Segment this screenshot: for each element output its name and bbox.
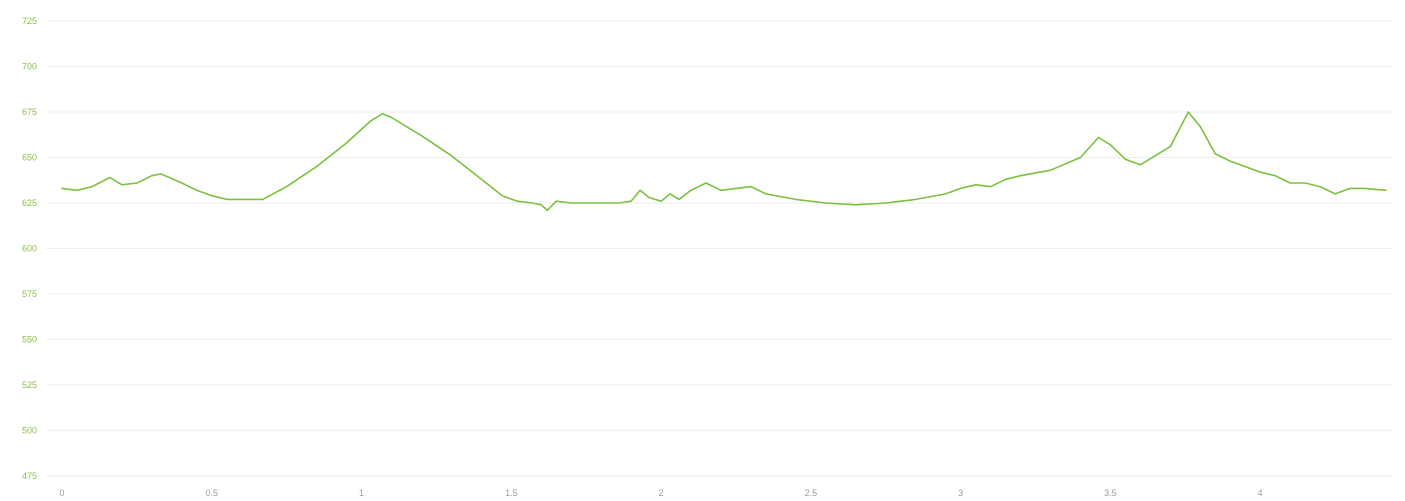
x-tick-label: 3.5 bbox=[1104, 488, 1117, 498]
x-axis-ticks: 0 0.5 1 1.5 2 2.5 3 3.5 4 bbox=[59, 488, 1262, 498]
y-tick-label: 525 bbox=[22, 380, 37, 390]
y-tick-label: 575 bbox=[22, 289, 37, 299]
y-tick-label: 625 bbox=[22, 198, 37, 208]
y-tick-label: 650 bbox=[22, 153, 37, 163]
x-tick-label: 1 bbox=[359, 488, 364, 498]
x-tick-label: 4 bbox=[1258, 488, 1263, 498]
series bbox=[61, 111, 1387, 212]
x-tick-label: 3 bbox=[958, 488, 963, 498]
y-tick-label: 700 bbox=[22, 62, 37, 72]
y-tick-label: 725 bbox=[22, 16, 37, 26]
x-tick-label: 1.5 bbox=[505, 488, 518, 498]
x-tick-label: 0.5 bbox=[206, 488, 219, 498]
x-tick-label: 2 bbox=[659, 488, 664, 498]
x-tick-label: 0 bbox=[59, 488, 64, 498]
y-tick-label: 675 bbox=[22, 107, 37, 117]
y-tick-label: 600 bbox=[22, 244, 37, 254]
y-tick-label: 475 bbox=[22, 471, 37, 481]
y-tick-label: 550 bbox=[22, 335, 37, 345]
elevation-line bbox=[61, 111, 1387, 212]
y-tick-label: 500 bbox=[22, 426, 37, 436]
y-axis-ticks: 725 700 675 650 625 600 575 550 525 500 475 bbox=[22, 16, 37, 481]
x-tick-label: 2.5 bbox=[805, 488, 818, 498]
grid bbox=[46, 20, 1392, 477]
